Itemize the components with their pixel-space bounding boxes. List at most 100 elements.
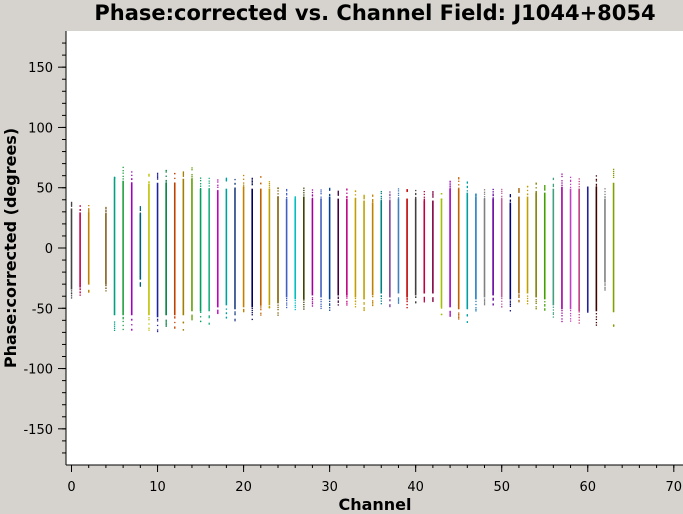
data-point	[113, 329, 116, 331]
data-point	[70, 290, 73, 292]
data-point	[88, 204, 90, 207]
data-point	[329, 309, 331, 311]
data-point	[191, 177, 193, 179]
data-point	[311, 195, 314, 197]
data-point	[79, 205, 81, 207]
data-point	[346, 189, 348, 191]
data-point	[509, 199, 512, 201]
data-point	[612, 168, 615, 171]
data-point	[380, 199, 382, 201]
data-point	[492, 191, 494, 193]
data-point	[277, 314, 279, 316]
data-point	[199, 185, 202, 187]
data-point	[544, 305, 546, 307]
data-point	[518, 299, 520, 302]
data-point	[337, 193, 339, 195]
data-point	[131, 328, 133, 331]
data-point	[320, 298, 322, 301]
data-point	[552, 313, 555, 315]
data-point	[363, 196, 365, 198]
data-point	[423, 196, 425, 198]
data-point	[294, 308, 296, 311]
data-point	[122, 324, 124, 327]
data-point	[113, 323, 116, 325]
data-point	[148, 329, 150, 331]
data-point	[363, 194, 365, 197]
data-point	[329, 193, 331, 196]
data-point	[449, 310, 451, 313]
data-point	[372, 199, 374, 201]
data-point	[70, 202, 73, 205]
data-point	[526, 189, 529, 192]
data-point	[406, 306, 408, 309]
data-point	[492, 193, 494, 195]
data-point	[544, 184, 546, 187]
chart-title: Phase:corrected vs. Channel Field: J1044…	[94, 1, 655, 25]
data-point	[199, 188, 202, 190]
data-point	[518, 295, 520, 297]
data-point	[139, 282, 142, 284]
data-point	[466, 190, 468, 192]
data-point	[286, 188, 288, 191]
data-point	[105, 290, 107, 292]
data-point	[277, 193, 279, 195]
data-point	[561, 312, 563, 314]
data-point	[483, 304, 486, 306]
data-point	[397, 298, 400, 300]
data-point	[122, 178, 124, 180]
data-point	[423, 296, 425, 299]
data-point	[397, 194, 400, 196]
data-point	[483, 301, 486, 303]
data-point	[131, 174, 133, 177]
data-point	[475, 310, 477, 312]
data-point	[311, 305, 314, 307]
data-point	[88, 210, 90, 212]
data-point	[329, 300, 331, 303]
data-point	[518, 188, 520, 190]
data-point	[475, 303, 477, 306]
data-point	[268, 307, 271, 309]
x-axis-label: Channel	[338, 495, 411, 514]
data-point	[561, 173, 563, 175]
data-point	[251, 179, 253, 181]
data-point	[320, 307, 322, 310]
data-point	[569, 318, 572, 320]
data-point	[174, 327, 176, 329]
data-point	[277, 304, 279, 306]
data-point	[208, 322, 210, 324]
data-point	[260, 308, 262, 311]
data-point	[286, 192, 288, 195]
data-point	[501, 192, 503, 195]
data-point	[311, 303, 314, 305]
data-point	[139, 284, 142, 286]
data-point	[174, 182, 176, 184]
data-point	[199, 179, 202, 182]
data-point	[423, 190, 425, 193]
data-point	[268, 188, 271, 190]
data-point	[612, 324, 615, 326]
data-point	[251, 183, 253, 186]
data-point	[337, 301, 339, 303]
data-point	[354, 297, 357, 300]
data-point	[535, 187, 537, 189]
data-point	[329, 303, 331, 305]
data-point	[165, 325, 167, 327]
data-point	[329, 304, 331, 306]
data-point	[526, 186, 529, 188]
data-point	[578, 180, 580, 183]
data-point	[174, 172, 176, 175]
data-point	[604, 288, 606, 290]
data-point	[458, 178, 460, 180]
data-point	[595, 178, 598, 181]
data-point	[372, 303, 374, 305]
data-point	[122, 328, 124, 331]
data-point	[535, 182, 537, 184]
data-point	[544, 189, 546, 191]
data-point	[208, 316, 210, 318]
data-point	[509, 305, 512, 307]
data-point	[148, 327, 150, 329]
data-point	[466, 186, 468, 189]
data-point	[492, 304, 494, 306]
data-point	[363, 309, 365, 312]
data-point	[329, 187, 331, 190]
